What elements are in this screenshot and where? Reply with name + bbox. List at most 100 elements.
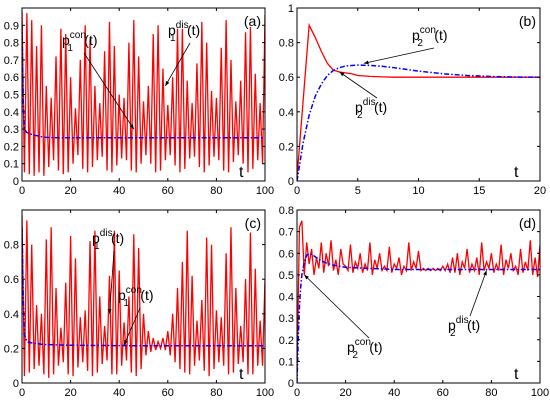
annotation-label: pcon 2(t) <box>412 25 448 49</box>
annotation-arrow <box>363 47 435 64</box>
x-tick-label: 10 <box>412 185 424 197</box>
annotation-arrowhead <box>304 274 309 280</box>
y-tick-label: 0.4 <box>4 309 19 321</box>
y-tick-label: 0.5 <box>279 270 294 282</box>
y-tick-label: 0 <box>288 378 294 390</box>
annotation-label: pdis 1(t) <box>92 228 124 252</box>
x-tick-label: 0 <box>19 185 25 197</box>
x-tick-label: 40 <box>113 185 125 197</box>
annotation-label: pdis 2(t) <box>448 315 480 339</box>
annotation-label: pcon 2(t) <box>347 337 383 361</box>
x-tick-label: 60 <box>162 185 174 197</box>
y-tick-label: 0.3 <box>4 124 19 136</box>
series-dis-line <box>22 11 265 176</box>
annotation-arrowhead <box>483 270 487 276</box>
x-tick-label: 20 <box>64 387 76 399</box>
y-tick-label: 0.8 <box>279 205 294 217</box>
annotation-arrow <box>109 250 115 314</box>
x-axis-label: t <box>239 366 244 383</box>
annotation-arrow <box>165 42 191 87</box>
x-tick-label: 100 <box>256 185 274 197</box>
plot-frame <box>21 209 266 384</box>
plot-frame <box>296 209 541 384</box>
series-dis-line <box>22 215 265 378</box>
series-dis-line <box>297 22 540 178</box>
annotation-arrowhead <box>129 124 134 130</box>
y-tick-label: 0.2 <box>4 343 19 355</box>
y-tick-label: 0.2 <box>279 141 294 153</box>
y-tick-label: 0.2 <box>279 335 294 347</box>
y-tick-label: 0.6 <box>279 248 294 260</box>
x-axis-label: t <box>239 164 244 181</box>
annotation-arrowhead <box>124 339 128 345</box>
annotation-arrow <box>123 307 141 346</box>
annotation-arrowhead <box>339 72 345 77</box>
annotation-label: pcon 1(t) <box>62 30 98 54</box>
x-tick-label: 0 <box>294 387 300 399</box>
x-tick-label: 60 <box>437 387 449 399</box>
annotation-arrow <box>83 52 135 130</box>
series-con-line <box>297 252 540 383</box>
annotation-arrowhead <box>165 80 170 86</box>
x-tick-label: 5 <box>355 185 361 197</box>
y-tick-label: 0.8 <box>4 240 19 252</box>
x-tick-label: 0 <box>19 387 25 399</box>
annotation-arrow <box>304 274 370 339</box>
y-tick-label: 0.3 <box>279 313 294 325</box>
x-tick-label: 80 <box>210 387 222 399</box>
x-tick-label: 20 <box>339 387 351 399</box>
y-tick-label: 0.2 <box>4 141 19 153</box>
y-tick-label: 0 <box>288 176 294 188</box>
y-tick-label: 0.9 <box>4 20 19 32</box>
x-tick-label: 60 <box>162 387 174 399</box>
x-tick-label: 40 <box>388 387 400 399</box>
y-tick-label: 0.8 <box>4 38 19 50</box>
series-dis-line <box>297 220 540 379</box>
x-tick-label: 80 <box>210 185 222 197</box>
y-tick-label: 0.1 <box>279 356 294 368</box>
x-tick-label: 80 <box>485 387 497 399</box>
x-tick-label: 100 <box>531 387 549 399</box>
x-tick-label: 20 <box>64 185 76 197</box>
x-axis-label: t <box>514 366 519 383</box>
annotation-label: pdis 1(t) <box>168 20 200 44</box>
annotation-arrowhead <box>107 309 112 314</box>
y-tick-label: 0.5 <box>4 90 19 102</box>
y-tick-label: 0.6 <box>4 274 19 286</box>
series-con-line <box>22 25 265 139</box>
panel-b: 0 5 10 15 20 0 0.2 0.4 0.6 0.8 1 t (b) pcon 2(t) pdis 2(… <box>279 3 546 197</box>
annotation-label: pcon 1(t) <box>118 285 154 309</box>
panel-a: 0 20 40 60 80 100 0 0.1 0.2 0.3 0.4 0.5 0.6 0.7 0.8 0.9… <box>4 7 274 197</box>
annotation-label: pdis 2(t) <box>355 97 387 121</box>
x-tick-label: 0 <box>294 185 300 197</box>
y-tick-label: 0.4 <box>279 292 294 304</box>
annotation-arrow <box>339 71 378 99</box>
panel-label: (c) <box>245 215 261 231</box>
y-tick-label: 0.8 <box>279 38 294 50</box>
x-axis-label: t <box>514 164 519 181</box>
panel-c: 0 20 40 60 80 100 0 0.2 0.4 0.6 0.8 t (c) pdis 1(t) pco… <box>4 209 274 399</box>
y-tick-label: 0 <box>13 378 19 390</box>
y-tick-label: 0.1 <box>4 159 19 171</box>
annotation-arrowhead <box>363 60 369 65</box>
y-tick-label: 0.4 <box>4 107 19 119</box>
panel-label: (b) <box>519 13 536 29</box>
series-con-line <box>22 227 265 347</box>
series-con-line <box>297 64 540 181</box>
panel-label: (a) <box>244 13 261 29</box>
x-tick-label: 20 <box>534 185 546 197</box>
annotation-arrow <box>469 270 487 317</box>
x-tick-label: 100 <box>256 387 274 399</box>
y-tick-label: 0.6 <box>279 72 294 84</box>
y-tick-label: 0.6 <box>4 72 19 84</box>
y-tick-label: 0.4 <box>279 107 294 119</box>
y-tick-label: 0.7 <box>279 227 294 239</box>
x-tick-label: 40 <box>113 387 125 399</box>
x-tick-label: 15 <box>473 185 485 197</box>
panel-label: (d) <box>519 215 536 231</box>
y-tick-label: 0 <box>13 176 19 188</box>
y-tick-label: 1 <box>288 3 294 15</box>
panel-d: 0 20 40 60 80 100 0 0.1 0.2 0.3 0.4 0.5 0.6 0.7 0.8 t (d… <box>279 205 549 399</box>
y-tick-label: 0.7 <box>4 55 19 67</box>
